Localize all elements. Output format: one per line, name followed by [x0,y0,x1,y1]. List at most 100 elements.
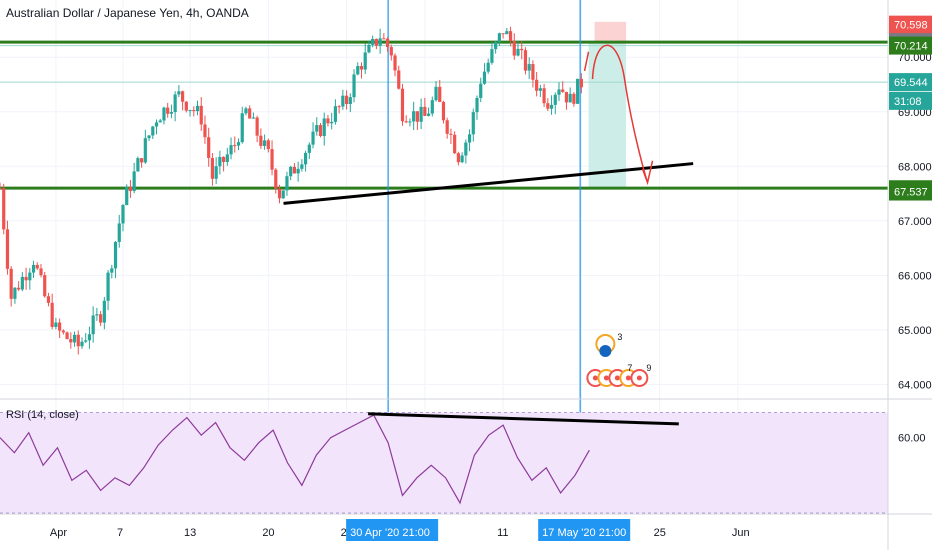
candle-body [523,50,528,71]
time-tick-label: 11 [497,527,508,539]
candle-body [121,205,125,224]
candle-body [132,171,136,192]
target-zone [588,42,627,189]
stop-zone [594,21,627,43]
candle-body [2,188,6,230]
candle-body [218,156,222,167]
candle-body [467,134,472,143]
candle-body [117,223,121,242]
time-highlight-label: 30 Apr '20 21:00 [350,527,430,539]
event-count-label: 9 [646,363,651,373]
candle-body [318,125,323,137]
candle-body [46,296,51,303]
candle-body [527,64,531,71]
candle-body [140,158,144,163]
candle-body [572,93,576,104]
time-highlight-box [346,519,439,541]
candle-body [371,38,375,45]
candle-body [326,118,330,124]
rsi-band [0,412,888,513]
candle-body [445,120,449,134]
candle-body [207,137,211,158]
candle-body [43,275,47,297]
time-tick-label: 20 [262,527,274,539]
candle-body [505,31,509,35]
candle-body [102,300,106,323]
candle-body [166,107,170,114]
candle-body [494,41,498,50]
candle-body [128,186,133,192]
candle-body [438,86,442,102]
candle-body [374,38,378,46]
rsi-label: RSI (14, close) [6,409,79,421]
event-marker-dot [636,375,642,381]
candle-body [69,338,73,343]
candle-body [281,190,285,199]
time-tick-label: Jun [732,527,750,539]
price-label-box [889,91,932,110]
candle-body [330,121,334,124]
candle-body [430,100,434,114]
candle-body [58,322,62,331]
candle-body [173,94,177,113]
candle-body [248,108,252,119]
candle-body [110,268,114,273]
candle-body [95,314,99,316]
candle-body [404,121,408,123]
candle-body [419,106,423,122]
rsi-line [0,414,590,505]
candle-body [393,55,397,71]
candle-body [9,268,13,299]
candle-body [535,79,539,91]
projection-path [583,44,654,186]
candle-body [538,88,542,91]
event-marker-dot [625,375,631,381]
event-marker-dot [592,375,598,381]
price-tick-label: 68.000 [898,161,932,173]
candle-body [13,287,17,299]
candle-body [568,93,572,103]
candle-body [151,126,155,136]
candle-body [337,106,341,108]
candle-body [188,110,192,112]
candle-body [557,89,561,95]
candle-body [50,302,54,327]
candle-body [214,166,218,179]
candle-body [184,101,188,111]
price-label-text: 70.214 [894,41,928,53]
candle-body [497,33,501,42]
candle-body [549,104,554,109]
event-count-label: 3 [617,332,622,342]
candle-body [154,122,159,127]
price-label-box [889,36,932,55]
price-tick-label: 66.000 [898,270,932,282]
candle-body [65,332,69,339]
rsi-trendline [368,412,679,426]
candle-body [412,111,416,122]
candle-body [400,88,405,122]
candle-body [143,138,147,163]
price-label-text: 31:08 [894,96,922,108]
candle-body [192,110,196,112]
time-tick-label: 7 [117,527,123,539]
candle-body [76,334,80,347]
candle-body [39,268,43,276]
candle-body [464,142,468,156]
candle-body [531,64,535,80]
price-label-box [889,73,932,92]
candle-body [352,74,356,98]
candle-body [434,86,438,101]
candle-body [169,112,174,114]
candle-body [244,108,248,114]
time-tick-label: Apr [50,527,67,539]
time-highlight-label: 17 May '20 21:00 [542,527,626,539]
candle-body [158,120,162,123]
candle-body [389,47,393,56]
candle-body [54,322,58,327]
candle-body [426,113,431,116]
event-marker-dot [603,375,609,381]
candle-body [542,88,546,104]
candle-body [441,101,446,121]
candlestick-series [0,26,583,355]
